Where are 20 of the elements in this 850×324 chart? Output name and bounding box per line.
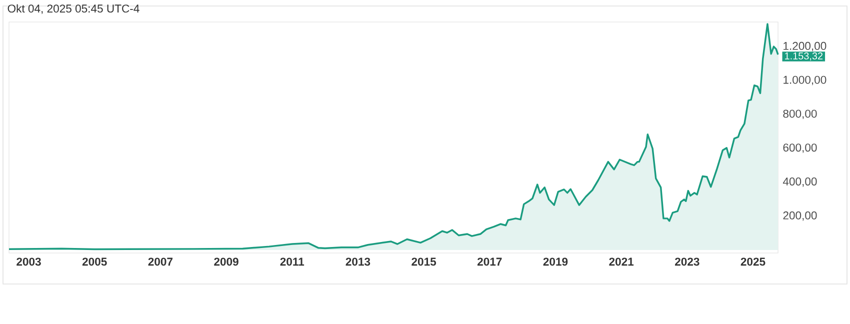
x-tick-label: 2023 xyxy=(674,258,700,266)
y-tick-label: 600,00 xyxy=(783,144,817,153)
x-tick-label: 2015 xyxy=(412,258,436,266)
y-tick-label: 800,00 xyxy=(783,110,817,120)
annotation: 1.153,32 xyxy=(785,52,823,61)
x-tick-label: 2019 xyxy=(543,258,568,266)
y-tick-label: 1.000,00 xyxy=(784,76,826,86)
x-tick-label: 2011 xyxy=(280,258,304,266)
x-tick-label: 2007 xyxy=(148,258,172,266)
x-tick-label: 2025 xyxy=(740,258,766,266)
x-tick-label: 2013 xyxy=(346,258,370,266)
y-tick-label: 1.200,00 xyxy=(784,42,826,52)
chart-title: Okt 04, 2025 05:45 UTC-4 xyxy=(8,4,140,14)
x-tick-label: 2021 xyxy=(609,258,634,266)
y-tick-label: 400,00 xyxy=(782,178,817,187)
x-tick-label: 2017 xyxy=(477,258,502,266)
x-tick-label: 2005 xyxy=(82,258,107,266)
y-tick-label: 200,00 xyxy=(783,211,817,221)
x-tick-label: 2009 xyxy=(214,258,238,266)
x-tick-label: 2003 xyxy=(16,258,41,266)
